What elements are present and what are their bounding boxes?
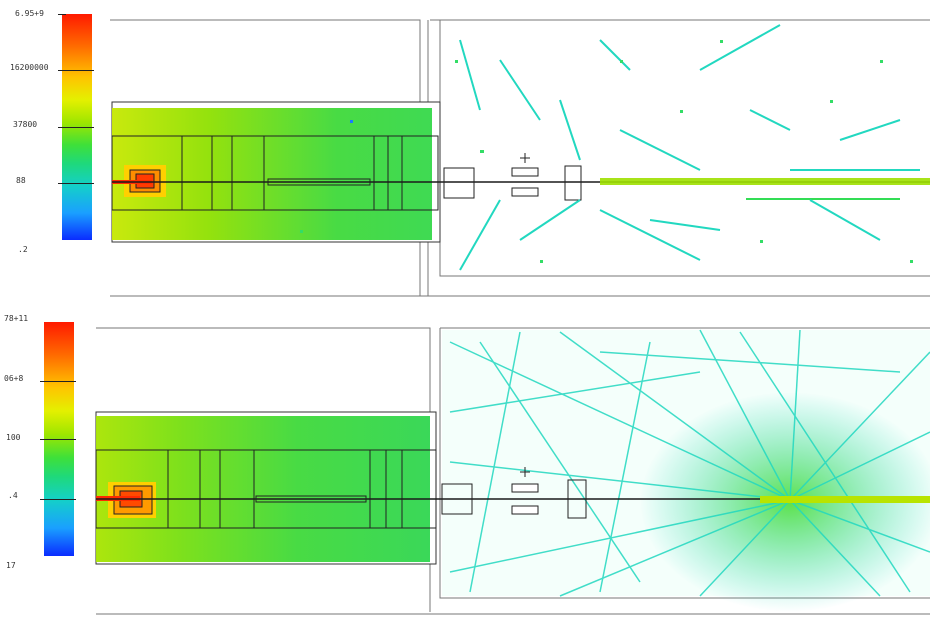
bottom-geometry-plot xyxy=(95,327,930,615)
bottom-scale-label-max: 78+11 xyxy=(4,314,29,323)
bottom-particle-tracks xyxy=(449,329,930,597)
bottom-scale-label-3: 100 xyxy=(6,433,21,442)
top-scale-label-2: 16200000 xyxy=(10,63,49,72)
top-color-scale: 6.95+9 16200000 37800 88 .2 xyxy=(0,0,100,306)
bottom-scale-label-4: .4 xyxy=(8,491,18,500)
bottom-color-scale: 78+11 06+8 100 .4 17 xyxy=(0,312,100,621)
top-flux-panel: 6.95+9 16200000 37800 88 .2 xyxy=(0,0,930,306)
top-geometry-plot xyxy=(110,19,930,297)
bottom-scale-label-2: 06+8 xyxy=(4,374,24,383)
top-scale-label-min: .2 xyxy=(18,245,28,254)
top-scale-label-4: 88 xyxy=(16,176,26,185)
top-particle-tracks xyxy=(459,24,920,271)
bottom-scale-label-min: 17 xyxy=(6,561,16,570)
top-scale-label-max: 6.95+9 xyxy=(15,9,44,18)
top-scale-label-3: 37800 xyxy=(13,120,38,129)
top-scatter-dots xyxy=(300,40,913,263)
bottom-flux-panel: 78+11 06+8 100 .4 17 xyxy=(0,312,930,621)
